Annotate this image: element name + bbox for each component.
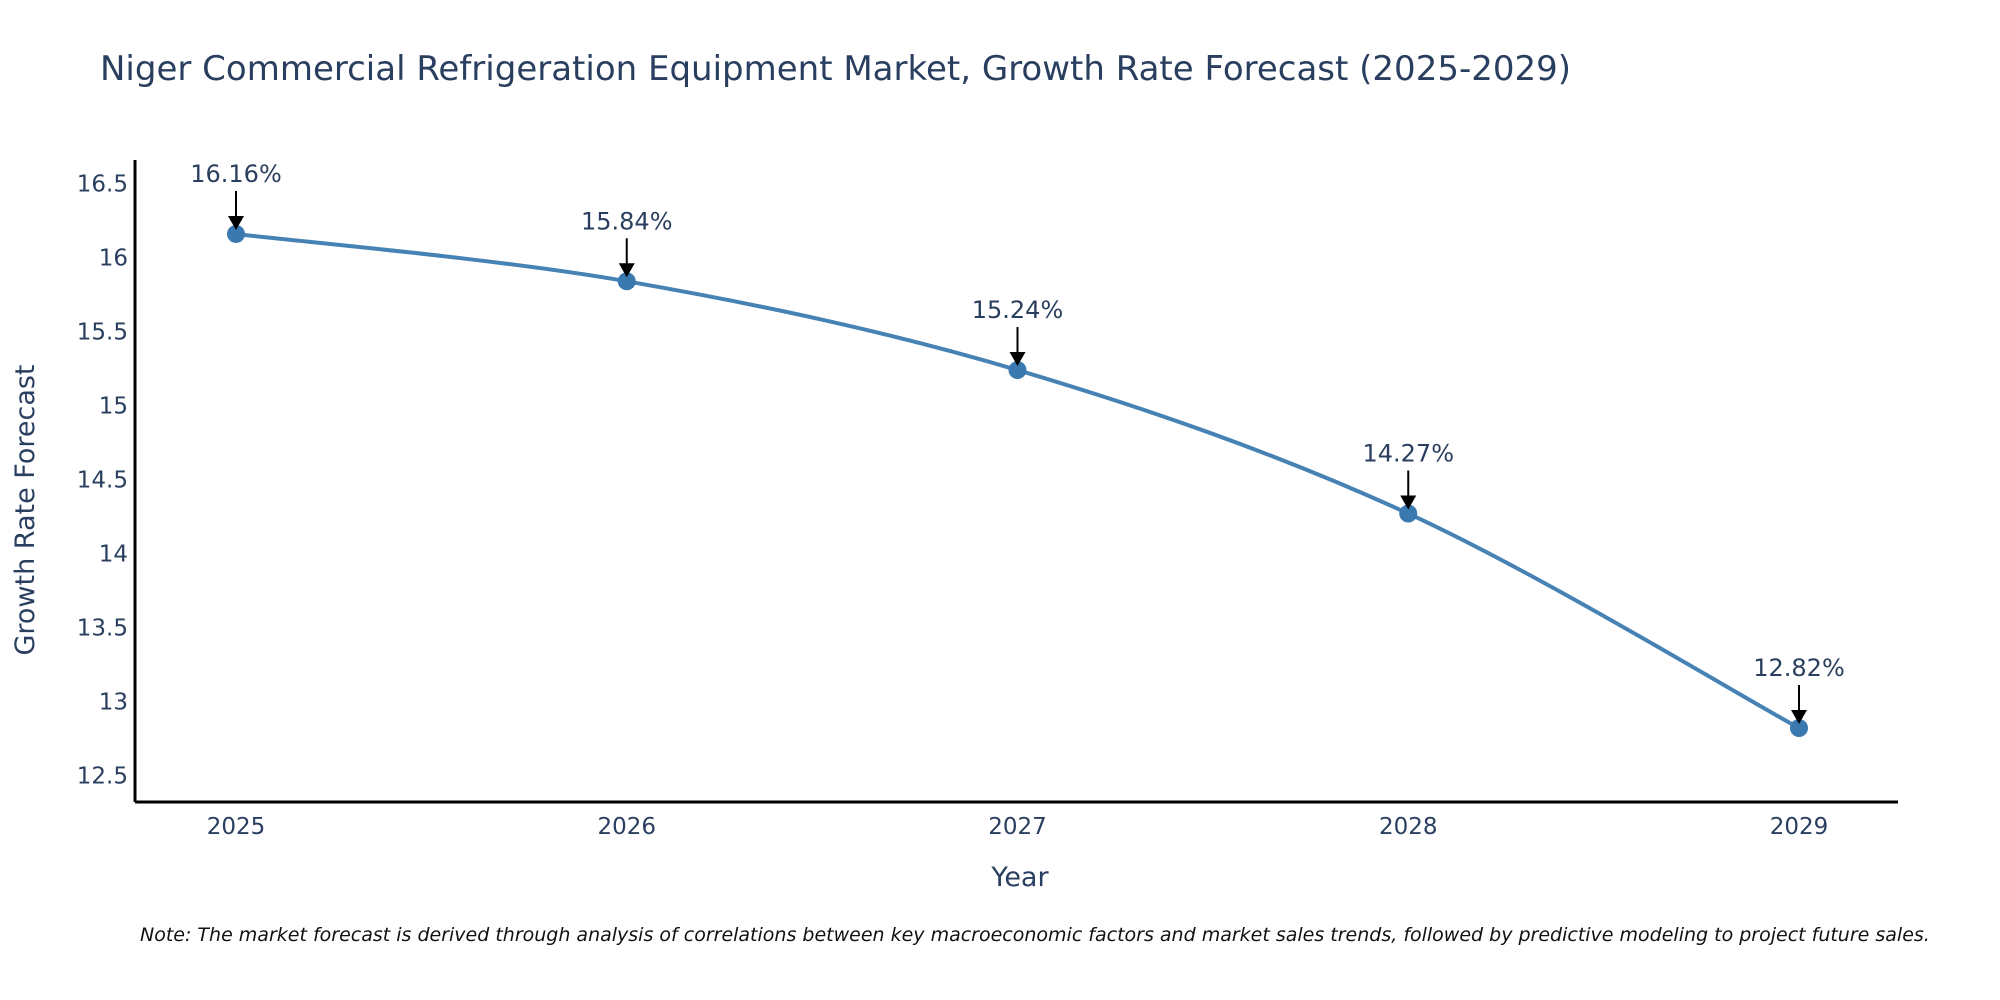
y-tick-label: 14.5: [77, 468, 128, 494]
footnote: Note: The market forecast is derived thr…: [140, 924, 1930, 946]
data-label: 12.82%: [1753, 654, 1845, 682]
data-label: 15.84%: [581, 207, 673, 235]
y-tick-label: 16.5: [77, 172, 128, 198]
y-tick-label: 16: [99, 246, 128, 272]
annotation-arrowhead: [1791, 710, 1807, 725]
plot-area: 16.16% 15.84% 15.24% 14.27% 12.82%: [190, 160, 1845, 738]
y-axis-ticks: 12.5 13 13.5 14 14.5 15 15.5 16 16.5: [77, 172, 128, 790]
data-point: [1399, 504, 1418, 523]
data-label: 16.16%: [190, 160, 282, 188]
data-point: [617, 272, 636, 291]
y-tick-label: 15.5: [77, 320, 128, 346]
annotation-arrowhead: [1400, 495, 1417, 510]
x-axis-ticks: 2025 2026 2027 2028 2029: [207, 814, 1829, 840]
y-axis-title: Growth Rate Forecast: [10, 364, 41, 655]
data-point: [227, 224, 245, 243]
y-tick-label: 15: [99, 394, 128, 420]
data-label: 14.27%: [1362, 440, 1454, 468]
y-tick-label: 13: [99, 689, 128, 715]
x-tick-label: 2025: [207, 814, 266, 840]
data-point: [1008, 361, 1027, 380]
y-tick-label: 14: [99, 541, 128, 567]
y-tick-label: 13.5: [77, 615, 128, 641]
annotation-arrowhead: [1009, 352, 1026, 367]
data-point: [1790, 719, 1808, 738]
annotation-arrowhead: [228, 215, 244, 230]
x-axis-title: Year: [990, 862, 1049, 893]
x-tick-label: 2028: [1379, 814, 1438, 840]
data-label: 15.24%: [972, 296, 1064, 324]
x-tick-label: 2027: [988, 814, 1047, 840]
x-tick-label: 2026: [597, 814, 656, 840]
annotation-arrowhead: [618, 263, 635, 278]
x-tick-label: 2029: [1770, 814, 1829, 840]
chart-title: Niger Commercial Refrigeration Equipment…: [100, 49, 1571, 89]
y-tick-label: 12.5: [77, 763, 128, 789]
